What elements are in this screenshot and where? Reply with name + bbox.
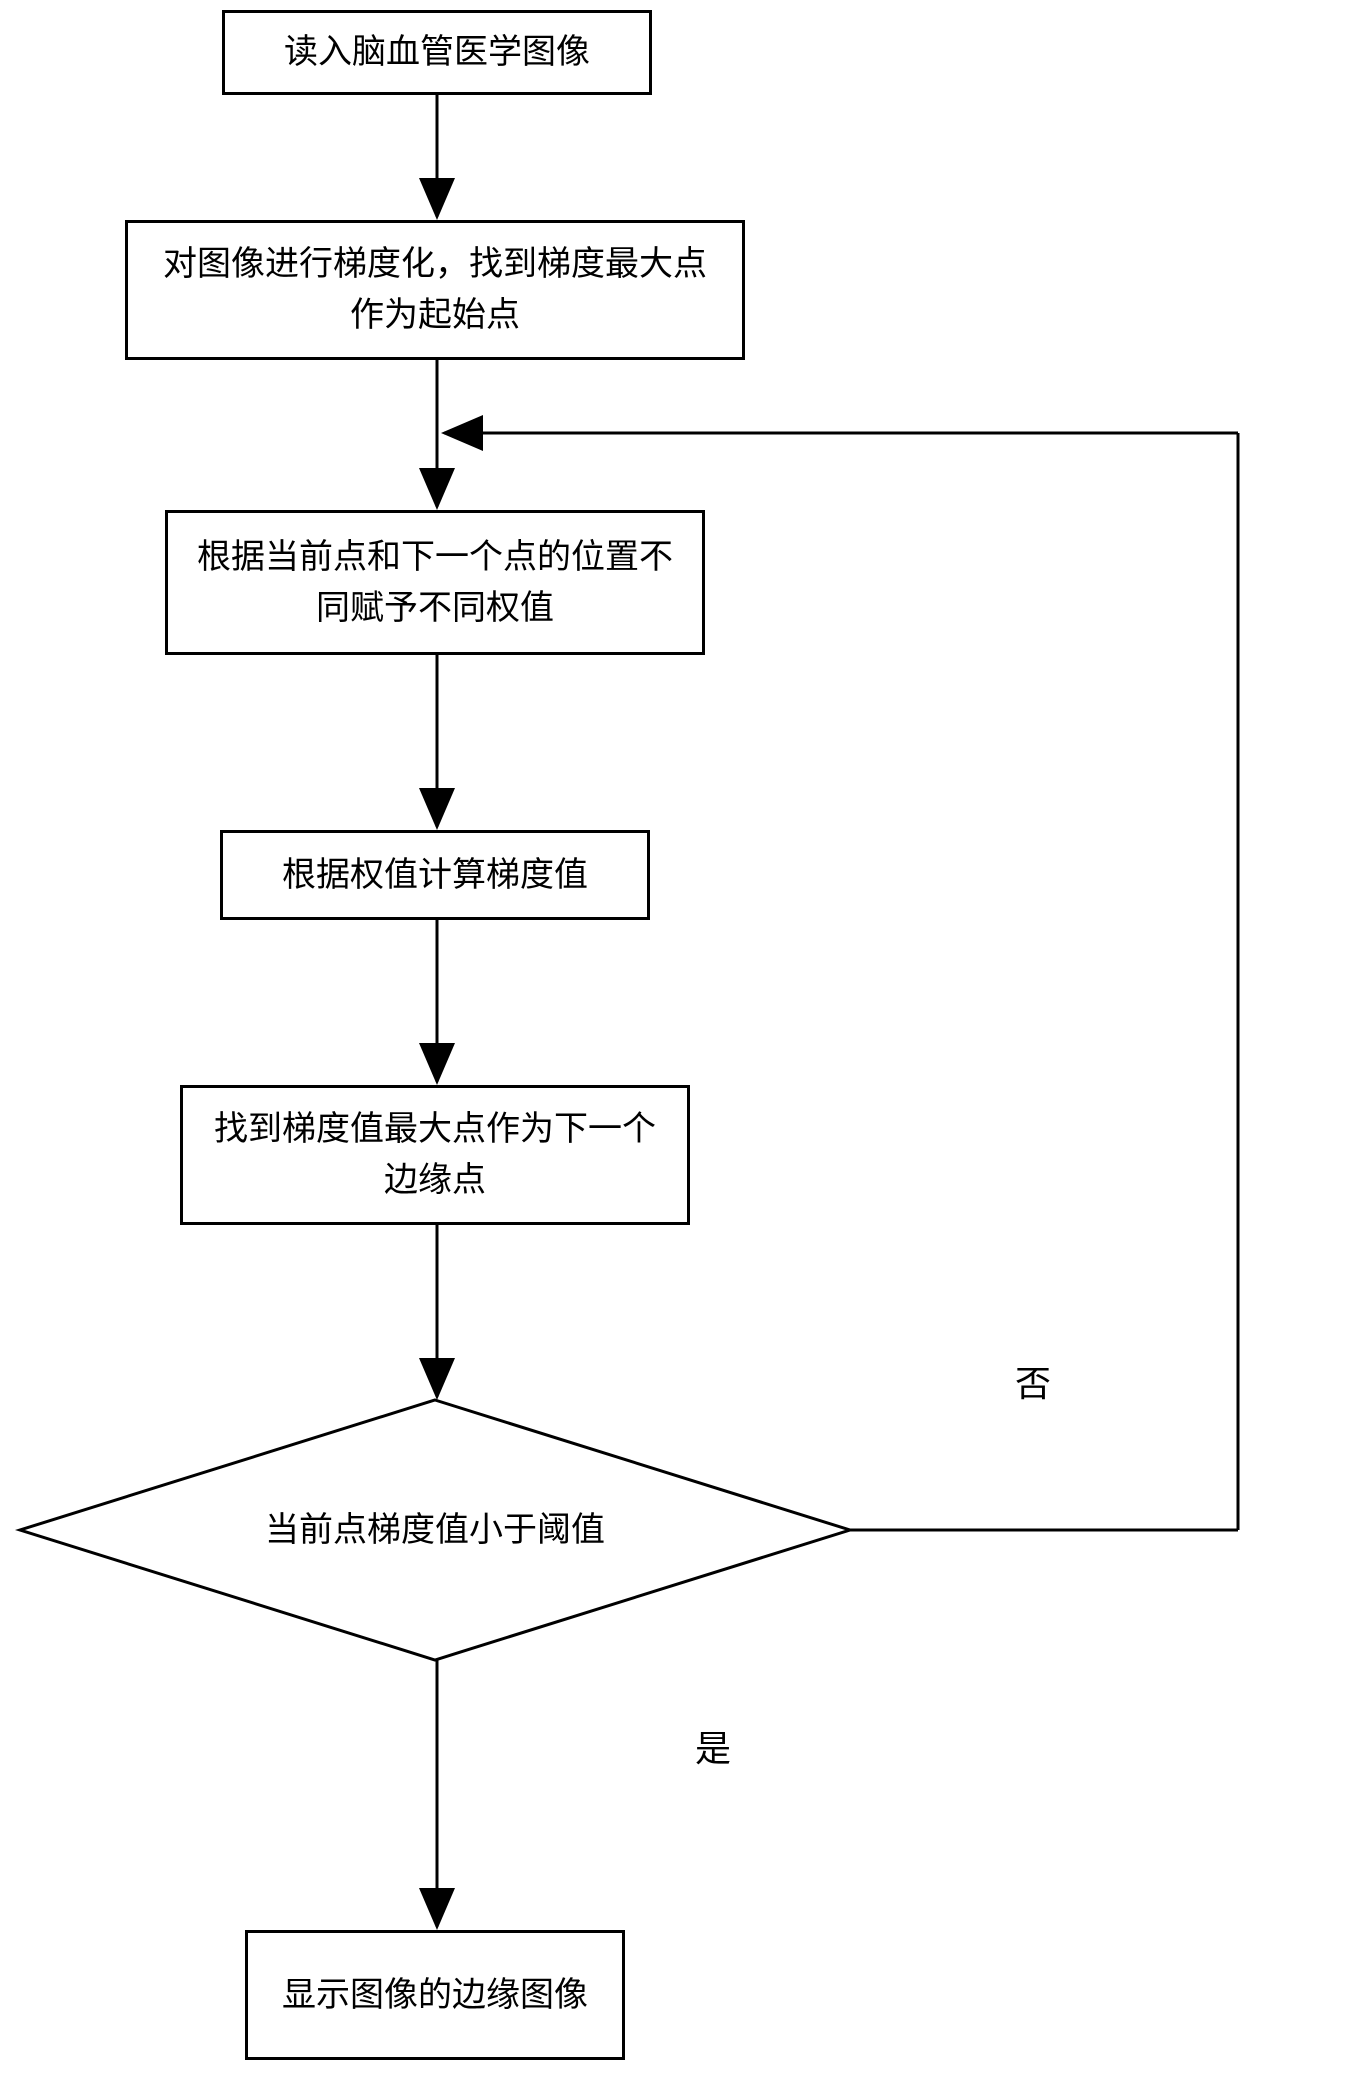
label-no: 否: [1015, 1355, 1051, 1407]
node-decision: 当前点梯度值小于阈值: [20, 1400, 850, 1660]
node-start-text: 读入脑血管医学图像: [284, 27, 590, 78]
node-calc: 根据权值计算梯度值: [220, 830, 650, 920]
node-find-next-text: 找到梯度值最大点作为下一个边缘点: [203, 1104, 667, 1206]
node-gradient: 对图像进行梯度化，找到梯度最大点作为起始点: [125, 220, 745, 360]
node-find-next: 找到梯度值最大点作为下一个边缘点: [180, 1085, 690, 1225]
flowchart-container: 读入脑血管医学图像 对图像进行梯度化，找到梯度最大点作为起始点 根据当前点和下一…: [0, 0, 1347, 2079]
node-weight: 根据当前点和下一个点的位置不同赋予不同权值: [165, 510, 705, 655]
node-display-text: 显示图像的边缘图像: [282, 1970, 588, 2021]
node-gradient-text: 对图像进行梯度化，找到梯度最大点作为起始点: [148, 239, 722, 341]
node-decision-text: 当前点梯度值小于阈值: [20, 1505, 850, 1556]
node-start: 读入脑血管医学图像: [222, 10, 652, 95]
label-yes: 是: [695, 1720, 731, 1772]
node-display: 显示图像的边缘图像: [245, 1930, 625, 2060]
node-weight-text: 根据当前点和下一个点的位置不同赋予不同权值: [188, 532, 682, 634]
node-calc-text: 根据权值计算梯度值: [282, 850, 588, 901]
